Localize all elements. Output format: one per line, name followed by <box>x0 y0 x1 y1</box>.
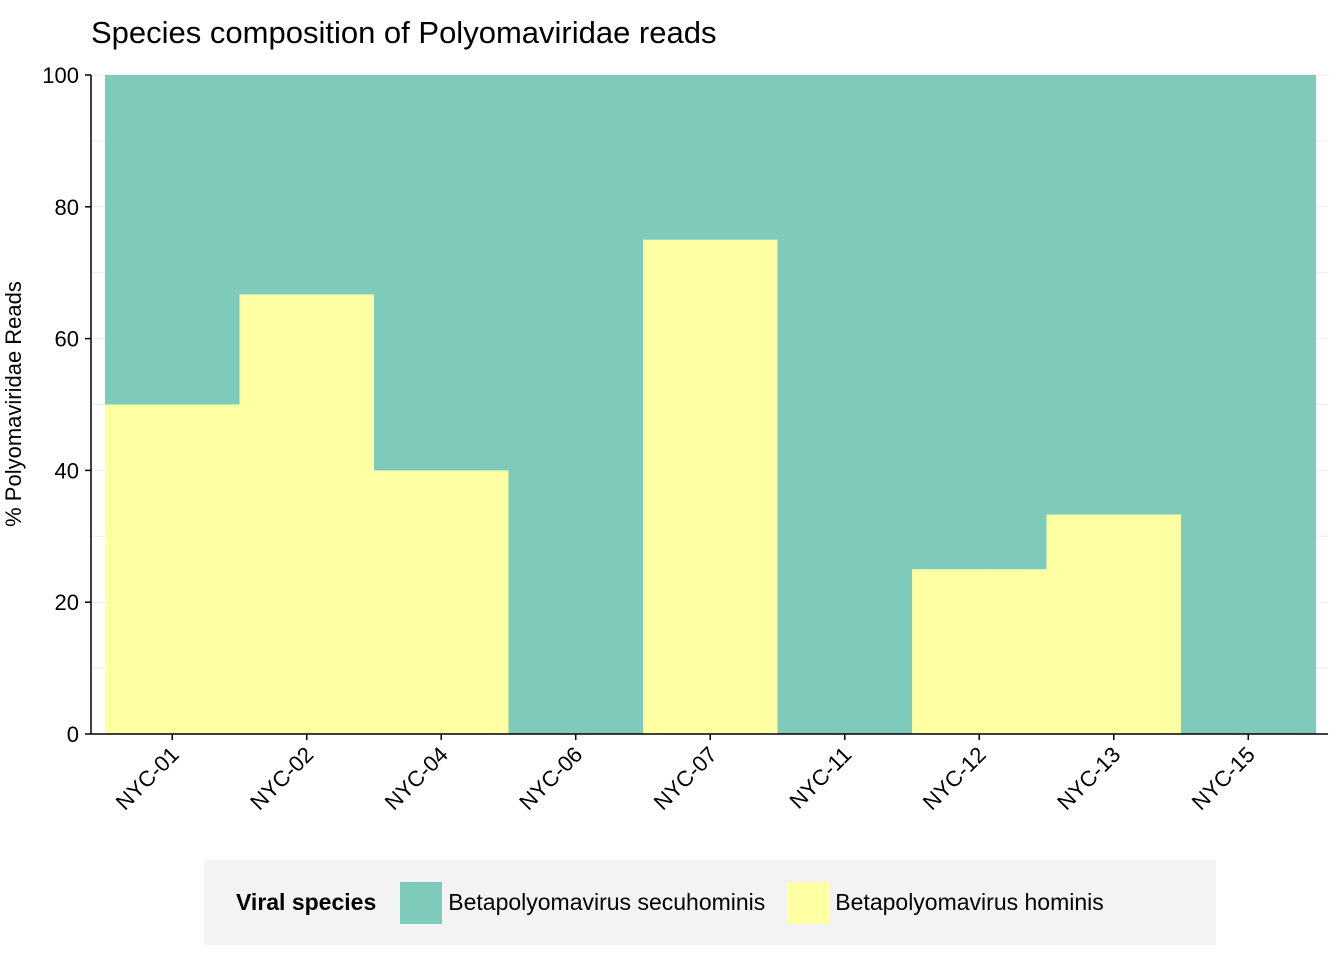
x-tick-label-nyc-04: NYC-04 <box>380 742 453 815</box>
legend-label-hominis: Betapolyomavirus hominis <box>835 889 1104 915</box>
bar-nyc-12-series-1 <box>912 75 1048 570</box>
chart-title: Species composition of Polyomaviridae re… <box>91 15 716 50</box>
x-tick-label-nyc-06: NYC-06 <box>514 742 587 815</box>
bar-nyc-13-series-0 <box>1046 514 1182 734</box>
bar-nyc-07-series-1 <box>643 75 779 240</box>
y-tick-label: 60 <box>55 327 79 352</box>
bar-nyc-12-series-0 <box>912 569 1048 734</box>
legend-title: Viral species <box>236 889 377 915</box>
bar-nyc-02-series-0 <box>239 294 375 734</box>
y-tick-labels: 0 20 40 60 80 100 <box>42 63 79 747</box>
bar-nyc-04-series-0 <box>374 470 510 734</box>
axes <box>85 74 1328 740</box>
y-tick-label: 40 <box>55 458 79 483</box>
y-tick-label: 20 <box>55 590 79 615</box>
bar-nyc-11-series-1 <box>777 75 913 734</box>
x-tick-label-nyc-07: NYC-07 <box>649 742 722 815</box>
bar-nyc-04-series-1 <box>374 75 510 471</box>
y-tick-label: 100 <box>42 63 79 88</box>
y-tick-label: 80 <box>55 195 79 220</box>
legend-item-secuhominis: Betapolyomavirus secuhominis <box>400 881 766 924</box>
legend-swatch-secuhominis <box>400 881 443 924</box>
bar-nyc-13-series-1 <box>1046 75 1182 515</box>
x-tick-label-nyc-01: NYC-01 <box>111 742 184 815</box>
bar-nyc-07-series-0 <box>643 239 779 734</box>
bar-nyc-01-series-0 <box>105 404 241 734</box>
bar-nyc-02-series-1 <box>239 75 375 295</box>
legend-label-secuhominis: Betapolyomavirus secuhominis <box>448 889 766 915</box>
legend-item-hominis: Betapolyomavirus hominis <box>787 881 1104 924</box>
legend: Viral species Betapolyomavirus secuhomin… <box>204 860 1216 945</box>
x-tick-labels: NYC-01 NYC-02 NYC-04 NYC-06 NYC-07 NYC-11 NYC-… <box>111 742 1260 815</box>
legend-swatch-hominis <box>787 881 830 924</box>
x-tick-label-nyc-13: NYC-13 <box>1052 742 1125 815</box>
x-tick-label-nyc-11: NYC-11 <box>784 742 856 814</box>
x-tick-label-nyc-15: NYC-15 <box>1187 742 1260 815</box>
bars <box>105 75 1317 734</box>
bar-nyc-15-series-1 <box>1181 75 1317 734</box>
y-axis-label: % Polyomaviridae Reads <box>1 281 26 527</box>
bar-nyc-06-series-1 <box>508 75 644 734</box>
x-tick-label-nyc-12: NYC-12 <box>918 742 991 815</box>
bar-nyc-01-series-1 <box>105 75 241 405</box>
y-tick-label: 0 <box>67 722 79 747</box>
x-tick-label-nyc-02: NYC-02 <box>245 742 318 815</box>
